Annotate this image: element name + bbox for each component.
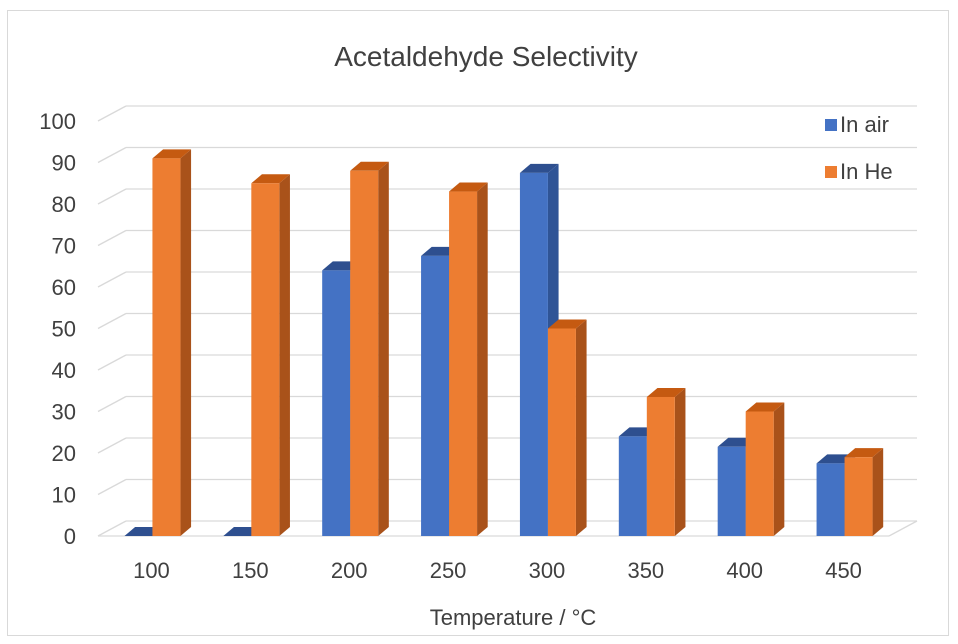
y-tick-label: 60 (52, 275, 76, 300)
bar-side (477, 182, 488, 537)
bar-side (872, 448, 884, 536)
bar-top (519, 163, 559, 173)
y-tick-label: 0 (64, 524, 76, 549)
gridline-side-40 (97, 354, 127, 371)
bar-in-he-350 (646, 387, 686, 536)
bar-top (646, 387, 686, 397)
x-tick-label: 450 (825, 558, 862, 583)
bar-front (745, 411, 774, 536)
bar-front (421, 255, 450, 536)
bar-side (674, 387, 686, 536)
legend-label-in-air: In air (840, 112, 889, 137)
gridline-side-70 (97, 229, 127, 247)
gridline-side-100 (97, 105, 127, 122)
bar-top (152, 149, 192, 159)
bar-side (378, 161, 389, 537)
y-tick-label: 100 (39, 109, 76, 134)
bar-front (816, 463, 845, 536)
bar-side (575, 319, 587, 536)
grid-layer (97, 105, 918, 537)
gridline-side-10 (97, 478, 127, 496)
x-tick-label: 250 (430, 558, 467, 583)
y-tick-label: 30 (52, 400, 76, 425)
bar-top (745, 402, 785, 412)
x-tick-label: 300 (529, 558, 566, 583)
bar-top (449, 182, 488, 192)
x-axis-ticks: 100 150 200 250 300 350 400 450 (133, 558, 862, 583)
x-tick-label: 100 (133, 558, 170, 583)
bar-front (646, 396, 675, 536)
y-tick-label: 90 (52, 151, 76, 176)
x-axis-title: Temperature / °C (430, 605, 597, 630)
bar-layer (124, 149, 884, 537)
bar-front (449, 191, 478, 537)
x-tick-label: 400 (726, 558, 763, 583)
legend-swatch-in-air (825, 119, 837, 131)
bar-in-he-200 (350, 161, 389, 537)
y-tick-label: 50 (52, 317, 76, 342)
x-tick-label: 150 (232, 558, 269, 583)
y-tick-label: 70 (52, 234, 76, 259)
bar-in-he-150 (251, 174, 290, 536)
bar-side (279, 174, 290, 536)
y-tick-label: 20 (52, 441, 76, 466)
bar-top (251, 174, 290, 184)
bar-front (547, 328, 576, 536)
bar-in-he-450 (844, 448, 884, 536)
bar-side (180, 149, 192, 536)
bar-in-he-250 (449, 182, 488, 537)
x-tick-label: 200 (331, 558, 368, 583)
bar-front (350, 170, 379, 537)
bar-top (547, 319, 587, 329)
bar-front (618, 436, 647, 536)
bar-in-he-400 (745, 402, 785, 536)
legend-swatch-in-he (825, 166, 837, 178)
x-tick-label: 350 (627, 558, 664, 583)
gridline-side-50 (97, 312, 127, 330)
bar-front (717, 446, 746, 536)
chart-title: Acetaldehyde Selectivity (334, 41, 638, 72)
floor-right-edge (888, 520, 918, 537)
bar-in-he-100 (152, 149, 192, 536)
legend-label-in-he: In He (840, 159, 893, 184)
bar-front (519, 172, 548, 536)
gridline-side-90 (97, 146, 127, 164)
y-tick-label: 40 (52, 358, 76, 383)
gridline-side-60 (97, 271, 127, 288)
y-tick-label: 10 (52, 483, 76, 508)
bar-front (251, 183, 280, 536)
bar-front (322, 270, 351, 536)
gridline-side-20 (97, 437, 127, 454)
bar-top (844, 448, 884, 458)
bar-front (844, 457, 873, 536)
y-axis-ticks: 0 10 20 30 40 50 60 70 80 90 100 (39, 109, 76, 549)
bar-top (350, 161, 389, 171)
bar-side (773, 402, 785, 536)
y-tick-label: 80 (52, 192, 76, 217)
gridline-side-30 (97, 395, 127, 413)
bar-front (152, 158, 181, 536)
gridline-side-80 (97, 188, 127, 205)
legend: In air In He (825, 112, 893, 184)
bar-in-he-300 (547, 319, 587, 536)
gridline-side-0 (97, 520, 127, 537)
